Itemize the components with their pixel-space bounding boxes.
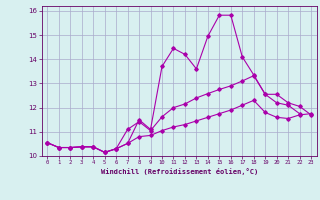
X-axis label: Windchill (Refroidissement éolien,°C): Windchill (Refroidissement éolien,°C) [100, 168, 258, 175]
